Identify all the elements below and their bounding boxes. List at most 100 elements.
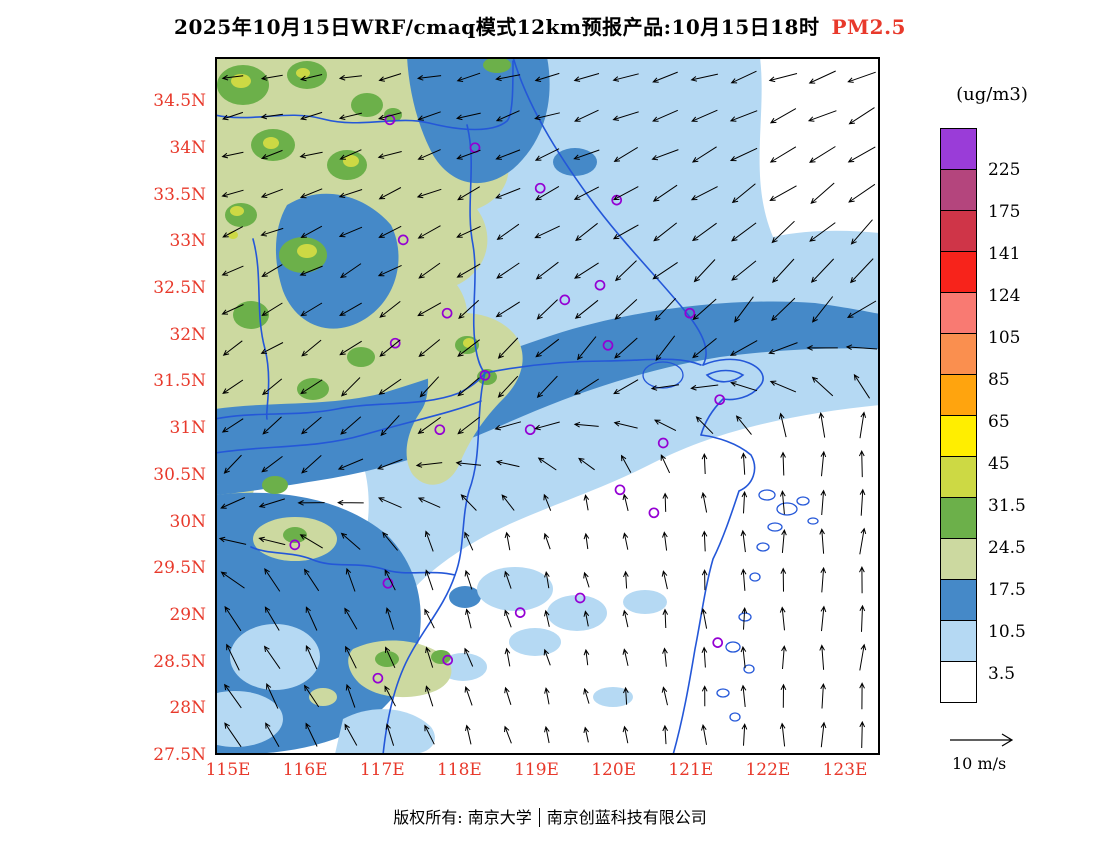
border-west-vertical [252, 238, 270, 420]
station-marker [534, 182, 546, 194]
coastline-south [672, 434, 756, 755]
legend-value-label: 85 [988, 370, 1010, 390]
lat-tick-label: 30N [169, 511, 206, 532]
legend-value-label: 124 [988, 286, 1021, 306]
yangtze-estuary [700, 358, 764, 436]
island-outline [716, 688, 730, 698]
pm25-contour-layer [215, 57, 880, 755]
legend-color-box [940, 169, 977, 211]
legend-color-box [940, 251, 977, 293]
legend-value-label: 24.5 [988, 538, 1026, 558]
legend-color-box [940, 415, 977, 457]
legend-color-box [940, 579, 977, 621]
forecast-map [215, 57, 880, 755]
province-borders [215, 57, 764, 755]
legend-value-label: 3.5 [988, 664, 1016, 684]
border-south-jiangsu [484, 358, 702, 374]
station-marker [559, 294, 571, 306]
lat-tick-label: 31N [169, 418, 206, 439]
contour-blob [335, 709, 435, 754]
legend-color-box [940, 292, 977, 334]
lon-tick-label: 116E [282, 760, 328, 780]
chart-title-text: 2025年10月15日WRF/cmaq模式12km预报产品:10月15日18时 [174, 15, 820, 39]
station-marker [289, 539, 301, 551]
contour-blob [230, 624, 320, 690]
chart-title: 2025年10月15日WRF/cmaq模式12km预报产品:10月15日18时 P… [0, 11, 1080, 40]
station-marker [602, 339, 614, 351]
legend-color-box [940, 128, 977, 170]
wind-field [218, 70, 878, 749]
pollutant-label: PM2.5 [831, 15, 906, 39]
lon-tick-label: 120E [591, 760, 637, 780]
station-marker [574, 592, 586, 604]
lon-tick-label: 118E [436, 760, 482, 780]
border-vertical-east [466, 124, 486, 374]
wind-reference-arrow-icon [950, 733, 1014, 747]
wind-arrows [218, 70, 878, 749]
lakes-and-islands [642, 361, 819, 722]
island-outline [729, 712, 741, 722]
station-marker [714, 394, 726, 406]
legend-color-box [940, 538, 977, 580]
chongming-island [705, 369, 745, 383]
lon-tick-label: 119E [514, 760, 559, 780]
lat-tick-label: 33N [169, 231, 206, 252]
river-line [215, 400, 482, 454]
color-scale-legend: (ug/m3) 225 175 141 124 105 85 65 45 31.5 24.5 17.… [940, 84, 1070, 703]
island-outline [807, 517, 819, 525]
lat-tick-label: 29.5N [153, 558, 206, 579]
contour-blob [309, 688, 337, 706]
island-outline [776, 502, 798, 516]
station-marker [479, 369, 491, 381]
legend-value-label: 105 [988, 328, 1021, 348]
map-frame [215, 57, 880, 755]
legend-value-label: 17.5 [988, 580, 1026, 600]
legend-scale: 225 175 141 124 105 85 65 45 31.5 24.5 17.5 10.5 3.5 [940, 128, 1026, 703]
wind-reference: 10 m/s [946, 728, 1036, 773]
lat-tick-label: 27.5N [153, 745, 206, 765]
lat-tick-label: 32N [169, 324, 206, 345]
station-marker [648, 507, 660, 519]
border-west [215, 372, 486, 420]
lat-tick-label: 34.5N [153, 91, 206, 112]
contour-blob [593, 687, 633, 707]
legend-color-box [940, 456, 977, 498]
coastline-north [512, 57, 707, 366]
contour-blob [477, 567, 553, 611]
station-markers [289, 114, 726, 684]
contour-blob [553, 148, 597, 176]
lat-tick-label: 28.5N [153, 651, 206, 672]
contour-blob [348, 640, 452, 698]
contour-steel-nw-blob [275, 193, 399, 329]
station-marker [389, 337, 401, 349]
legend-color-box [940, 333, 977, 375]
contour-blob [547, 595, 607, 631]
lake-outline [642, 361, 684, 389]
contour-steel-top-blob [407, 57, 550, 184]
border-north [215, 60, 514, 131]
contour-steel-band [215, 301, 880, 495]
lat-tick-label: 29N [169, 604, 206, 625]
border-southwest [250, 546, 456, 576]
footer-owner-text: 版权所有: 南京大学 [393, 808, 532, 827]
contour-blob [449, 586, 481, 608]
station-marker [684, 307, 696, 319]
copyright-footer: 版权所有: 南京大学 南京创蓝科技有限公司 [0, 804, 1100, 828]
station-marker [712, 637, 724, 648]
legend-value-label: 65 [988, 412, 1010, 432]
wind-reference-label: 10 m/s [952, 754, 1007, 773]
island-outline [756, 542, 770, 552]
legend-value-label: 141 [988, 244, 1021, 264]
station-marker [614, 484, 626, 496]
island-outline [767, 522, 783, 532]
station-marker [514, 607, 526, 618]
legend-color-box [940, 374, 977, 416]
lon-tick-label: 117E [359, 760, 405, 780]
legend-value-label: 175 [988, 202, 1021, 222]
island-outline [743, 664, 755, 674]
contour-blob [509, 628, 561, 656]
lat-tick-label: 28N [169, 698, 206, 719]
station-marker [441, 307, 453, 319]
station-marker [594, 279, 606, 291]
